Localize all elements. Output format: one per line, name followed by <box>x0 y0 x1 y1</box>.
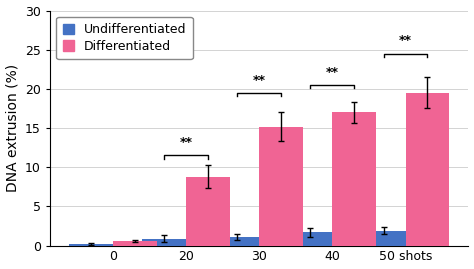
Bar <box>186 177 230 246</box>
Bar <box>113 241 157 246</box>
Bar <box>289 232 332 246</box>
Text: **: ** <box>326 66 339 79</box>
Bar <box>259 126 303 246</box>
Text: **: ** <box>399 34 412 47</box>
Legend: Undifferentiated, Differentiated: Undifferentiated, Differentiated <box>56 17 192 59</box>
Bar <box>406 93 449 246</box>
Bar <box>69 244 113 246</box>
Bar <box>142 239 186 246</box>
Bar <box>215 237 259 246</box>
Y-axis label: DNA extrusion (%): DNA extrusion (%) <box>6 64 19 192</box>
Text: **: ** <box>180 136 192 149</box>
Bar <box>362 231 406 246</box>
Bar <box>332 112 376 246</box>
Text: **: ** <box>253 73 266 87</box>
